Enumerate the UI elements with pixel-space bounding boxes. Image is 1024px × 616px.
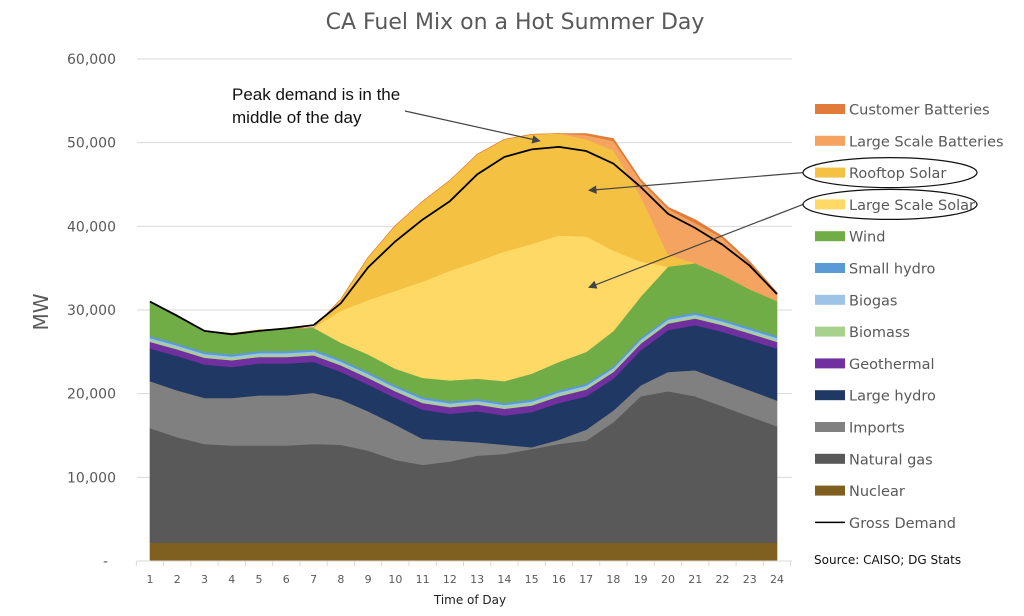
legend-highlight-ellipse (802, 188, 978, 220)
legend-label: Wind (849, 230, 885, 246)
legend-item-geothermal: Geothermal (815, 357, 935, 373)
peak-demand-arrow (404, 110, 541, 144)
legend-item-biomass: Biomass (815, 325, 910, 341)
x-tick-label: 2 (174, 573, 181, 586)
legend-label: Large Scale Solar (849, 198, 975, 214)
legend-swatch (815, 263, 845, 273)
x-axis-label: Time of Day (433, 593, 506, 607)
legend-item-large-scale-solar: Large Scale Solar (802, 188, 978, 220)
x-tick-label: 14 (497, 573, 511, 586)
legend-label: Geothermal (849, 357, 935, 373)
y-tick-label: 50,000 (67, 136, 116, 152)
legend-swatch (815, 422, 845, 432)
x-tick-label: 24 (770, 573, 784, 586)
x-tick-label: 13 (470, 573, 484, 586)
y-tick-label: 60,000 (67, 52, 116, 68)
annotation-line-2: middle of the day (232, 108, 362, 127)
legend-item-rooftop-solar: Rooftop Solar (802, 157, 978, 189)
legend-swatch (815, 390, 845, 401)
legend-label: Small hydro (849, 262, 935, 278)
legend-label: Nuclear (849, 484, 905, 500)
gross-demand-line (149, 145, 778, 336)
legend-item-wind: Wind (815, 230, 885, 246)
y-axis-ticks: - 10,000 20,000 30,000 40,000 50,000 60,000 (67, 52, 116, 570)
chart-title: CA Fuel Mix on a Hot Summer Day (326, 10, 705, 35)
legend-item-natural-gas: Natural gas (815, 452, 933, 468)
legend-label: Rooftop Solar (849, 166, 946, 182)
legend-swatch (815, 294, 845, 305)
legend-item-small-hydro: Small hydro (815, 262, 935, 278)
x-tick-label: 15 (525, 573, 539, 586)
x-tick-label: 10 (388, 573, 402, 586)
x-tick-label: 9 (365, 573, 372, 586)
legend-label: Gross Demand (849, 516, 956, 532)
x-tick-label: 20 (661, 573, 675, 586)
legend: Customer Batteries Large Scale Batteries R… (802, 103, 1004, 532)
x-tick-label: 1 (147, 573, 154, 586)
x-axis: 1 2 3 4 5 6 7 8 9 10 11 12 13 14 15 16 17 18 19 20 21 22 23 24 (135, 560, 792, 586)
peak-annotation: Peak demand is in the middle of the day (232, 85, 400, 127)
legend-item-customer-batteries: Customer Batteries (815, 103, 990, 119)
legend-swatch (815, 453, 845, 464)
legend-label: Large Scale Batteries (849, 134, 1004, 150)
area-nuclear (149, 542, 778, 562)
x-tick-label: 5 (256, 573, 263, 586)
x-tick-label: 12 (443, 573, 457, 586)
x-tick-label: 4 (228, 573, 235, 586)
annotation-line-1: Peak demand is in the (232, 85, 400, 104)
x-tick-label: 21 (688, 573, 702, 586)
y-tick-label: - (103, 554, 108, 570)
legend-item-imports: Imports (815, 421, 905, 437)
legend-swatch (815, 231, 845, 242)
legend-item-biogas: Biogas (815, 293, 898, 309)
x-tick-label: 11 (416, 573, 430, 586)
x-tick-label: 19 (634, 573, 648, 586)
legend-label: Imports (849, 421, 905, 437)
x-tick-label: 7 (310, 573, 317, 586)
arrow-rooftop-solar (588, 172, 804, 194)
legend-label: Biogas (849, 293, 898, 309)
arrow-large-scale-solar (588, 203, 804, 289)
y-tick-label: 40,000 (67, 219, 116, 235)
legend-swatch (815, 326, 845, 337)
x-tick-label: 18 (606, 573, 620, 586)
y-tick-label: 20,000 (67, 387, 116, 403)
legend-swatch (815, 485, 845, 496)
source-note: Source: CAISO; DG Stats (814, 553, 961, 567)
legend-swatch (815, 104, 845, 114)
x-tick-label: 16 (552, 573, 566, 586)
legend-label: Customer Batteries (849, 103, 990, 119)
legend-swatch (815, 135, 845, 146)
legend-item-nuclear: Nuclear (815, 484, 905, 500)
x-tick-label: 8 (337, 573, 344, 586)
stacked-areas (149, 133, 778, 562)
legend-item-gross-demand: Gross Demand (815, 516, 956, 532)
legend-swatch (815, 358, 845, 369)
y-tick-label: 30,000 (67, 303, 116, 319)
legend-item-large-hydro: Large hydro (815, 389, 936, 405)
y-axis-label: MW (29, 293, 53, 330)
x-tick-label: 6 (283, 573, 290, 586)
legend-swatch (815, 167, 845, 178)
legend-label: Biomass (849, 325, 910, 341)
legend-label: Large hydro (849, 389, 936, 405)
y-tick-label: 10,000 (67, 470, 116, 486)
x-tick-label: 23 (743, 573, 757, 586)
x-tick-label: 22 (715, 573, 729, 586)
legend-highlight-ellipse (802, 157, 978, 189)
annotation-arrows (404, 110, 804, 289)
legend-swatch (815, 199, 845, 210)
x-tick-label: 17 (579, 573, 593, 586)
legend-label: Natural gas (849, 452, 933, 468)
legend-item-large-scale-batteries: Large Scale Batteries (815, 134, 1004, 150)
x-tick-label: 3 (201, 573, 208, 586)
